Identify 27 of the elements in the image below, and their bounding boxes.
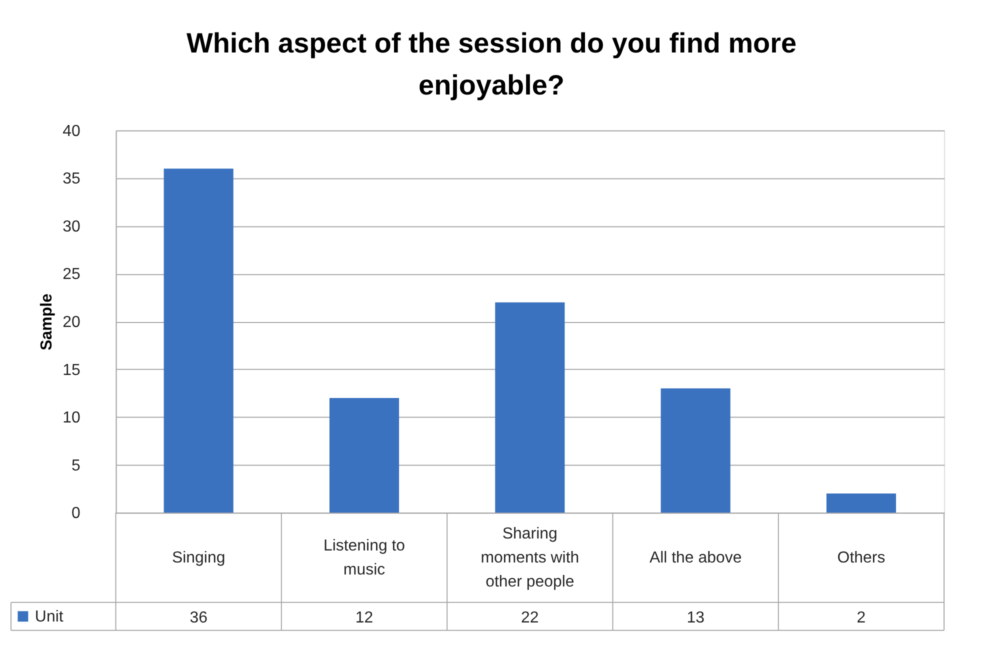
y-tick-label: 10 (62, 410, 80, 427)
legend-label: Unit (34, 608, 64, 626)
x-tick-label: All the above (649, 550, 742, 567)
y-tick-label: 5 (71, 457, 80, 474)
y-tick-label: 40 (62, 122, 80, 140)
data-label: 36 (190, 609, 208, 626)
x-tick-label: Others (837, 550, 886, 567)
data-label: 22 (521, 609, 539, 626)
y-tick-label: 25 (62, 266, 80, 284)
bar (660, 388, 730, 513)
y-tick-label: 0 (71, 505, 80, 522)
bar (329, 398, 400, 513)
bar (826, 494, 896, 513)
x-tick-label: Sharing moments with other people (480, 526, 580, 590)
chart-title: Which aspect of the session do you find more enjoyable? (186, 28, 797, 100)
y-tick-label: 15 (62, 362, 80, 379)
y-axis-title: Sample (38, 294, 56, 350)
y-tick-label: 35 (62, 170, 80, 188)
data-label: 13 (686, 609, 705, 626)
data-label: 2 (856, 609, 866, 626)
x-tick-label: Listening to music (323, 538, 406, 578)
data-label: 12 (355, 609, 374, 626)
y-tick-label: 20 (62, 314, 80, 331)
bar (164, 168, 234, 513)
bar (495, 302, 565, 513)
y-tick-label: 30 (62, 218, 80, 236)
x-tick-label: Singing (172, 550, 226, 567)
